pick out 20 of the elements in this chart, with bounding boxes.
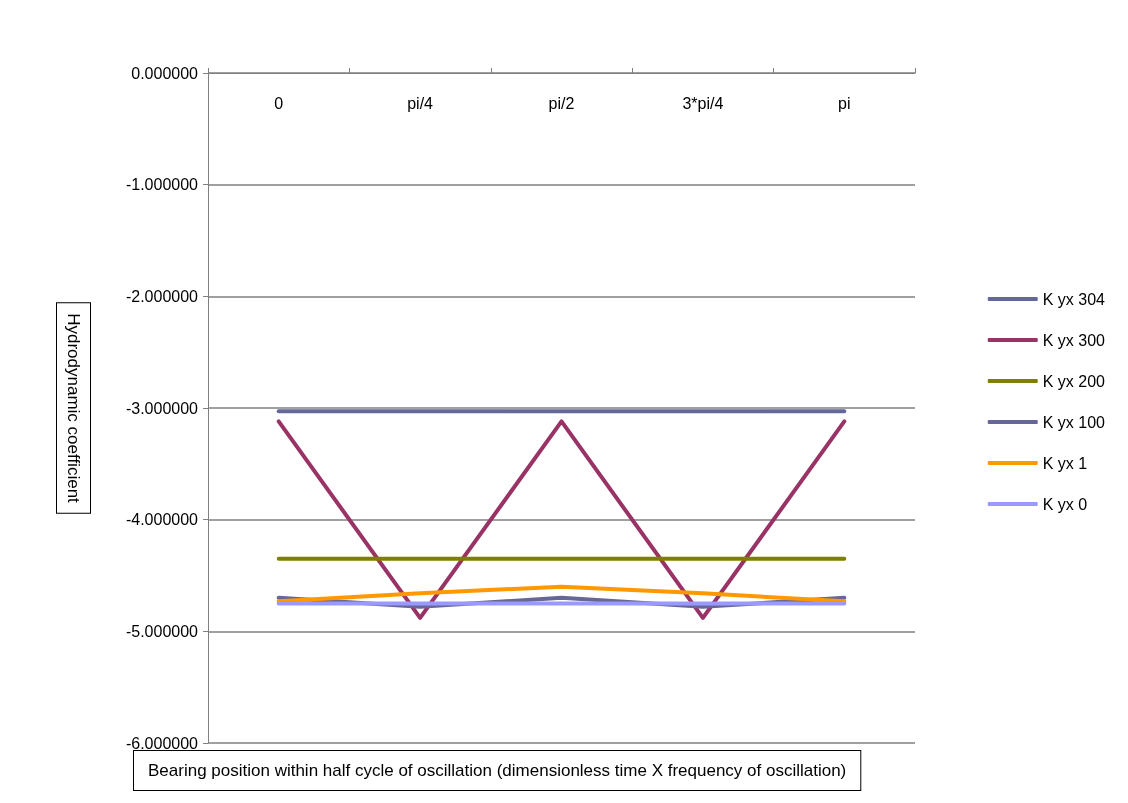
- y-axis-title: Hydrodynamic coefficient: [64, 313, 83, 504]
- x-axis-title: Bearing position within half cycle of oscillation (dimensionless time X frequency of oscillation): [148, 761, 847, 780]
- y-tick-label: -1.000000: [125, 176, 199, 194]
- legend-label: K yx 0: [1042, 495, 1088, 513]
- y-tick-label: -2.000000: [125, 287, 199, 305]
- legend-label: K yx 300: [1042, 331, 1106, 349]
- y-tick-label: -4.000000: [125, 511, 199, 529]
- x-tick-label: pi: [838, 94, 851, 112]
- x-tick-label: 3*pi/4: [682, 94, 724, 112]
- legend-label: K yx 200: [1042, 372, 1106, 390]
- legend-label: K yx 304: [1042, 290, 1106, 308]
- y-tick-label: -5.000000: [125, 622, 199, 640]
- x-tick-label: 0: [274, 94, 284, 112]
- legend-label: K yx 1: [1042, 454, 1088, 472]
- legend-label: K yx 100: [1042, 413, 1106, 431]
- y-tick-label: 0.000000: [131, 64, 199, 82]
- x-tick-label: pi/4: [407, 94, 434, 112]
- y-tick-label: -3.000000: [125, 399, 199, 417]
- y-tick-label: -6.000000: [125, 734, 199, 752]
- x-tick-label: pi/2: [548, 94, 575, 112]
